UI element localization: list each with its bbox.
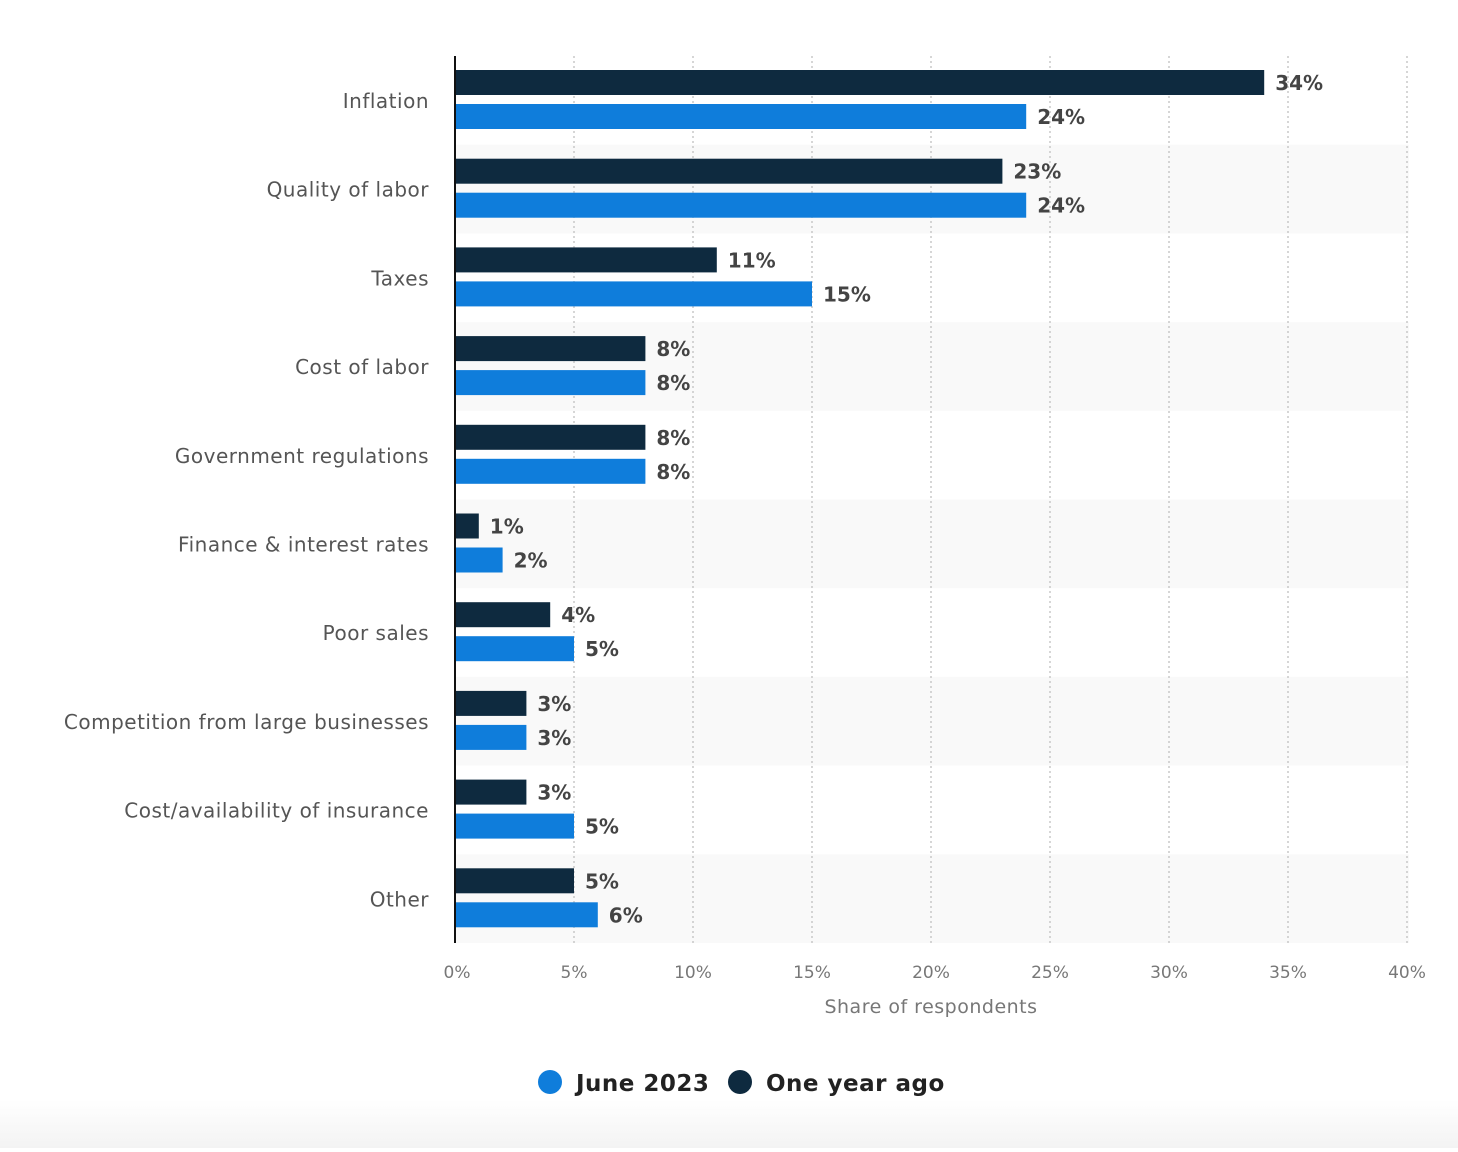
bar-june-2023[interactable] — [455, 547, 503, 573]
category-label: Inflation — [343, 89, 429, 113]
x-tick-label: 10% — [674, 963, 712, 983]
category-label: Finance & interest rates — [178, 533, 429, 557]
bar-one-year-ago[interactable] — [455, 158, 1003, 184]
bar-june-2023[interactable] — [455, 902, 598, 928]
bottom-shade — [0, 1100, 1458, 1148]
bar-june-2023[interactable] — [455, 370, 646, 396]
legend-label: One year ago — [766, 1071, 945, 1097]
data-label: 3% — [537, 726, 571, 750]
bar-june-2023[interactable] — [455, 281, 812, 307]
category-label: Taxes — [370, 266, 429, 290]
row-band — [455, 144, 1409, 234]
data-label: 6% — [609, 903, 643, 927]
data-label: 5% — [585, 869, 619, 893]
x-tick-label: 0% — [444, 963, 471, 983]
legend-label: June 2023 — [574, 1071, 709, 1097]
x-tick-label: 20% — [912, 963, 950, 983]
data-label: 1% — [490, 515, 524, 539]
data-label: 8% — [656, 337, 690, 361]
data-label: 5% — [585, 637, 619, 661]
category-label: Government regulations — [175, 444, 429, 468]
category-label: Competition from large businesses — [64, 710, 429, 734]
data-label: 15% — [823, 282, 871, 306]
x-tick-label: 40% — [1388, 963, 1426, 983]
bar-one-year-ago[interactable] — [455, 602, 551, 628]
category-label: Other — [370, 887, 430, 911]
data-label: 4% — [561, 603, 595, 627]
bar-june-2023[interactable] — [455, 636, 574, 662]
row-band — [455, 499, 1409, 589]
x-tick-label: 15% — [793, 963, 831, 983]
bar-one-year-ago[interactable] — [455, 70, 1265, 95]
bar-one-year-ago[interactable] — [455, 868, 574, 894]
data-label: 11% — [728, 248, 776, 272]
legend-item[interactable]: June 2023 — [538, 1070, 709, 1097]
category-label: Cost/availability of insurance — [124, 799, 429, 823]
x-tick-label: 35% — [1269, 963, 1307, 983]
row-band — [455, 854, 1409, 943]
category-label: Poor sales — [323, 621, 429, 645]
data-label: 3% — [537, 781, 571, 805]
bar-june-2023[interactable] — [455, 458, 646, 484]
category-label: Quality of labor — [267, 178, 430, 202]
legend-dot-icon — [728, 1070, 752, 1094]
data-label: 8% — [656, 426, 690, 450]
data-label: 24% — [1037, 194, 1085, 218]
category-label: Cost of labor — [295, 355, 429, 379]
bar-june-2023[interactable] — [455, 724, 527, 750]
x-tick-label: 25% — [1031, 963, 1069, 983]
x-tick-label: 5% — [561, 963, 588, 983]
bar-one-year-ago[interactable] — [455, 336, 646, 362]
bar-one-year-ago[interactable] — [455, 779, 527, 805]
bar-one-year-ago[interactable] — [455, 690, 527, 716]
bar-one-year-ago[interactable] — [455, 513, 479, 539]
bar-one-year-ago[interactable] — [455, 247, 717, 273]
bar-june-2023[interactable] — [455, 813, 574, 839]
legend-dot-icon — [538, 1070, 562, 1094]
row-band — [455, 322, 1409, 411]
bar-june-2023[interactable] — [455, 192, 1027, 218]
data-label: 34% — [1275, 71, 1323, 95]
x-tick-label: 30% — [1150, 963, 1188, 983]
data-label: 24% — [1037, 105, 1085, 129]
row-band — [455, 676, 1409, 766]
bar-one-year-ago[interactable] — [455, 424, 646, 450]
data-label: 23% — [1013, 160, 1061, 184]
x-axis-title: Share of respondents — [824, 996, 1037, 1018]
bar-june-2023[interactable] — [455, 104, 1027, 129]
data-label: 3% — [537, 692, 571, 716]
data-label: 8% — [656, 371, 690, 395]
data-label: 2% — [514, 549, 548, 573]
data-label: 8% — [656, 460, 690, 484]
data-label: 5% — [585, 815, 619, 839]
legend-item[interactable]: One year ago — [728, 1070, 945, 1097]
